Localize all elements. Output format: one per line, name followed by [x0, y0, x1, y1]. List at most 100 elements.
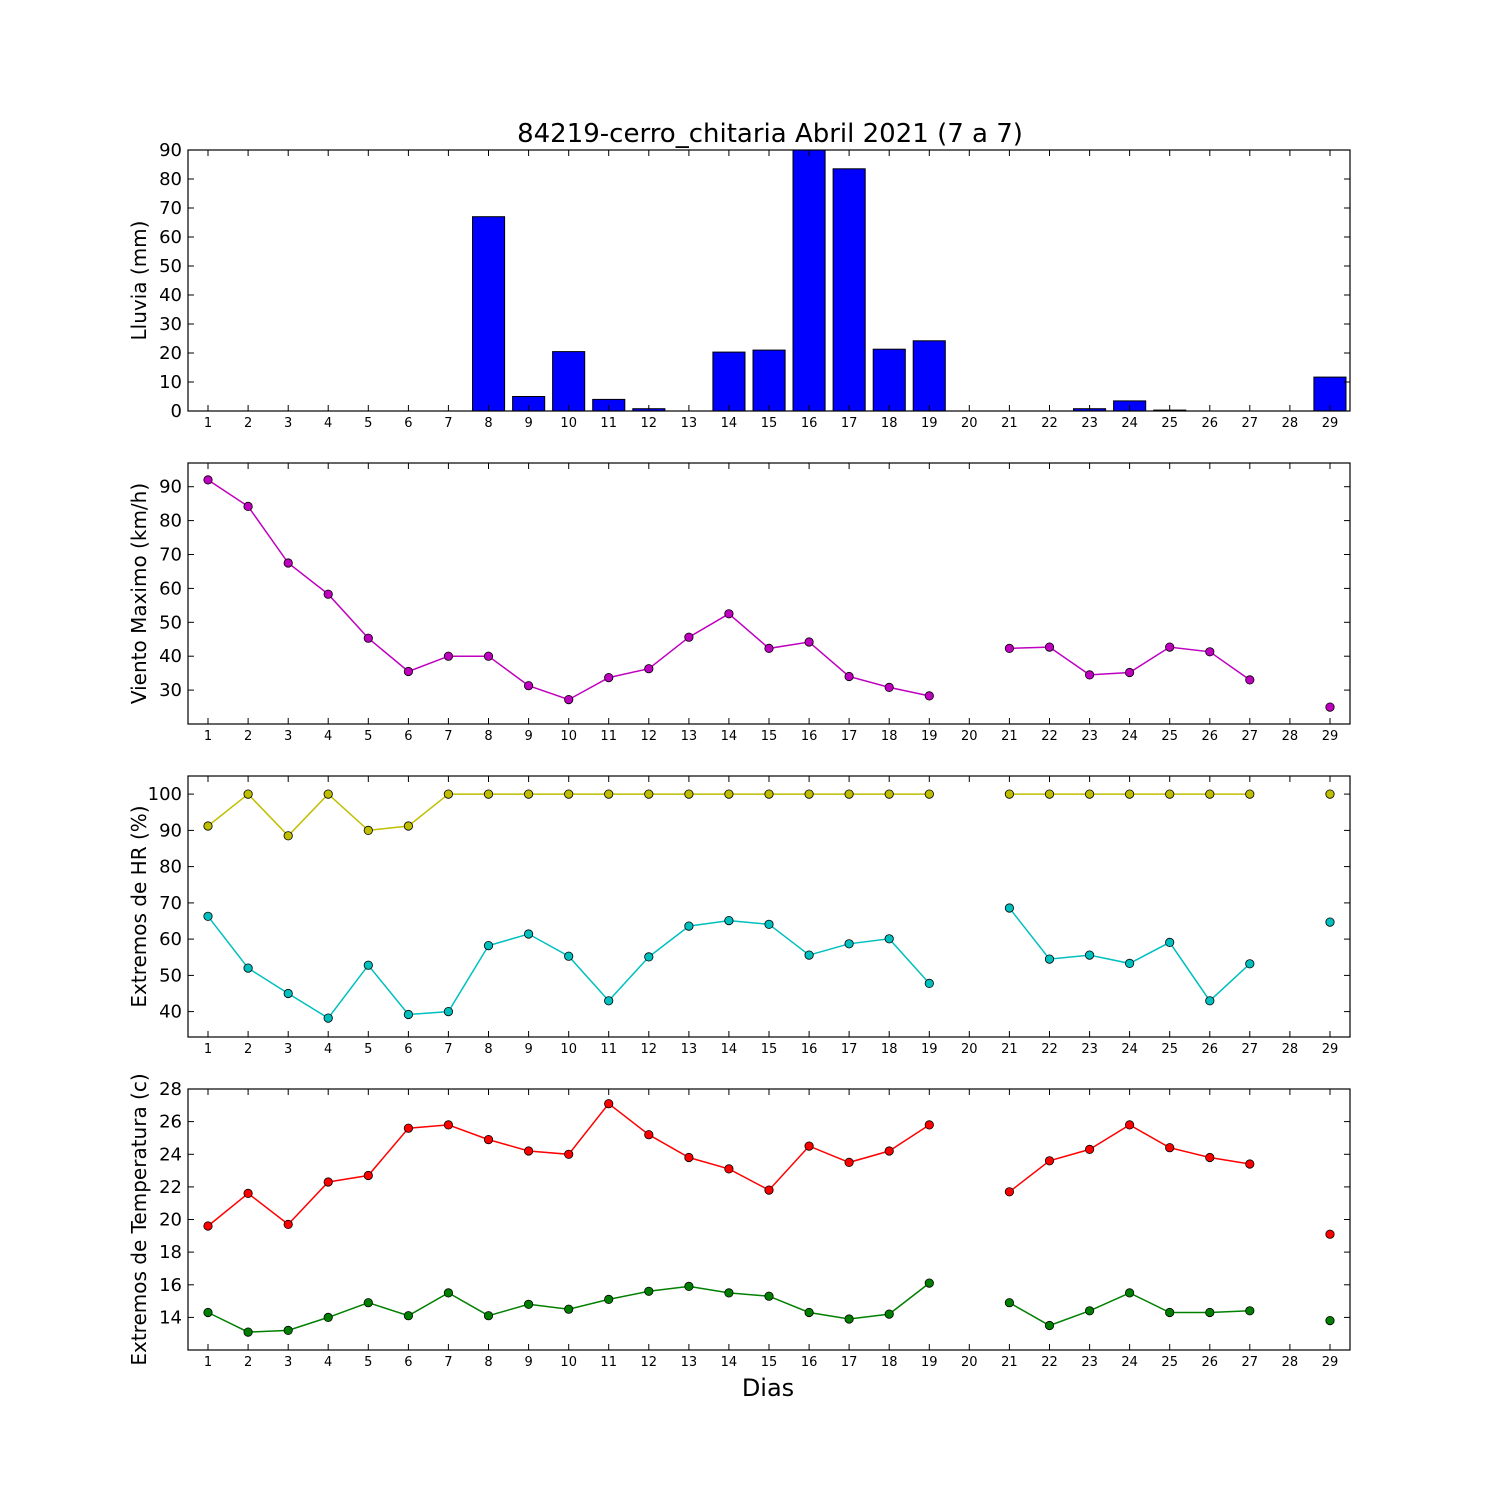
series-1-point-day-11 — [604, 1099, 614, 1109]
x-tick-label: 20 — [961, 729, 978, 744]
series-2-point-day-26 — [1205, 996, 1215, 1006]
x-tick-label: 12 — [641, 1042, 658, 1057]
y-tick-label: 60 — [159, 929, 182, 950]
axes-frame — [187, 775, 1351, 1038]
x-tick-label: 4 — [324, 1355, 332, 1370]
series-1-point-day-1 — [203, 1221, 213, 1231]
x-tick-label: 12 — [641, 416, 658, 431]
series-1-point-day-7 — [443, 651, 453, 661]
y-tick-label: 90 — [159, 477, 182, 498]
series-2-point-day-29 — [1325, 1316, 1335, 1326]
series-2-point-day-1 — [203, 911, 213, 921]
y-tick-label: 80 — [159, 169, 182, 190]
y-tick-label: 90 — [159, 140, 182, 161]
y-tick-label: 14 — [159, 1307, 182, 1328]
series-2-point-day-2 — [243, 1327, 253, 1337]
series-2-point-day-27 — [1245, 959, 1255, 969]
x-tick-label: 24 — [1121, 1042, 1138, 1057]
series-1-point-day-4 — [323, 1177, 333, 1187]
series-2-point-day-3 — [283, 1325, 293, 1336]
series-1-point-day-9 — [523, 1146, 534, 1156]
series-2-point-day-14 — [724, 1288, 734, 1298]
x-tick-label: 7 — [444, 1042, 452, 1057]
series-1-point-day-16 — [804, 1141, 814, 1151]
series-2-point-day-24 — [1125, 958, 1135, 969]
series-1-point-day-5 — [363, 1170, 373, 1181]
series-2-point-day-9 — [523, 929, 534, 939]
y-tick-label: 16 — [159, 1275, 182, 1296]
series-1-point-day-29 — [1325, 702, 1335, 712]
series-1-point-day-6 — [403, 1123, 413, 1133]
x-tick-label: 23 — [1081, 416, 1098, 431]
series-2-point-day-16 — [804, 1307, 814, 1318]
y-tick-label: 80 — [159, 857, 182, 878]
y-tick-label: 0 — [171, 401, 182, 422]
series-1-point-day-19 — [924, 691, 934, 701]
x-tick-label: 4 — [324, 729, 332, 744]
x-tick-label: 6 — [404, 729, 412, 744]
series-2-point-day-5 — [363, 1298, 373, 1308]
y-tick-label: 30 — [159, 314, 182, 335]
x-tick-label: 19 — [921, 729, 938, 744]
y-tick-label: 70 — [159, 545, 182, 566]
y-tick-label: 90 — [159, 820, 182, 841]
x-tick-label: 8 — [484, 729, 492, 744]
series-2-point-day-21 — [1004, 903, 1015, 913]
x-tick-label: 16 — [801, 1042, 818, 1057]
x-tick-label: 7 — [444, 729, 452, 744]
series-2-point-day-27 — [1245, 1306, 1255, 1316]
x-tick-label: 28 — [1282, 729, 1299, 744]
x-tick-label: 24 — [1121, 416, 1138, 431]
x-tick-label: 9 — [524, 1042, 532, 1057]
series-2-point-day-18 — [884, 1309, 894, 1319]
x-tick-label: 8 — [484, 416, 492, 431]
series-2-point-day-18 — [884, 934, 894, 944]
x-tick-label: 18 — [881, 1042, 898, 1057]
y-tick-label: 70 — [159, 893, 182, 914]
series-2-point-day-12 — [644, 952, 654, 962]
series-1-point-day-23 — [1085, 670, 1095, 680]
x-tick-label: 17 — [841, 1042, 858, 1057]
x-tick-label: 23 — [1081, 1355, 1098, 1370]
x-tick-label: 25 — [1161, 729, 1178, 744]
series-1-point-day-15 — [764, 1185, 774, 1195]
x-tick-label: 11 — [600, 416, 617, 431]
x-tick-label: 14 — [721, 1042, 738, 1057]
x-tick-label: 17 — [841, 1355, 858, 1370]
x-tick-label: 2 — [244, 1042, 252, 1057]
x-tick-label: 15 — [761, 416, 778, 431]
axes-frame — [187, 1088, 1351, 1351]
series-1-point-day-23 — [1085, 789, 1095, 799]
series-2-line — [207, 915, 930, 1020]
series-1-point-day-10 — [564, 1149, 574, 1159]
x-tick-label: 12 — [641, 1355, 658, 1370]
series-2-point-day-3 — [283, 988, 293, 999]
y-tick-label: 80 — [159, 511, 182, 532]
y-tick-label: 60 — [159, 578, 182, 599]
series-1-point-day-15 — [764, 789, 774, 799]
figure-title: 84219-cerro_chitaria Abril 2021 (7 a 7) — [517, 119, 1023, 149]
series-2-point-day-5 — [363, 960, 373, 970]
series-2-point-day-8 — [483, 940, 494, 951]
series-2-point-day-15 — [764, 919, 774, 929]
series-1-point-day-26 — [1205, 1152, 1215, 1163]
y-axis-label: Extremos de Temperatura (c) — [127, 1073, 151, 1365]
x-tick-label: 10 — [560, 729, 577, 744]
x-tick-label: 21 — [1001, 729, 1018, 744]
x-tick-label: 1 — [204, 1042, 212, 1057]
x-tick-label: 24 — [1121, 1355, 1138, 1370]
y-tick-label: 70 — [159, 198, 182, 219]
x-tick-label: 11 — [600, 729, 617, 744]
x-tick-label: 29 — [1322, 1355, 1339, 1370]
x-tick-label: 13 — [681, 1042, 698, 1057]
x-tick-label: 15 — [761, 729, 778, 744]
x-tick-label: 20 — [961, 1042, 978, 1057]
series-1-point-day-7 — [443, 789, 453, 799]
series-1-point-day-24 — [1125, 1120, 1135, 1130]
x-tick-label: 3 — [284, 416, 292, 431]
series-1-point-day-6 — [403, 666, 413, 677]
x-tick-label: 6 — [404, 416, 412, 431]
y-tick-label: 28 — [159, 1079, 182, 1100]
